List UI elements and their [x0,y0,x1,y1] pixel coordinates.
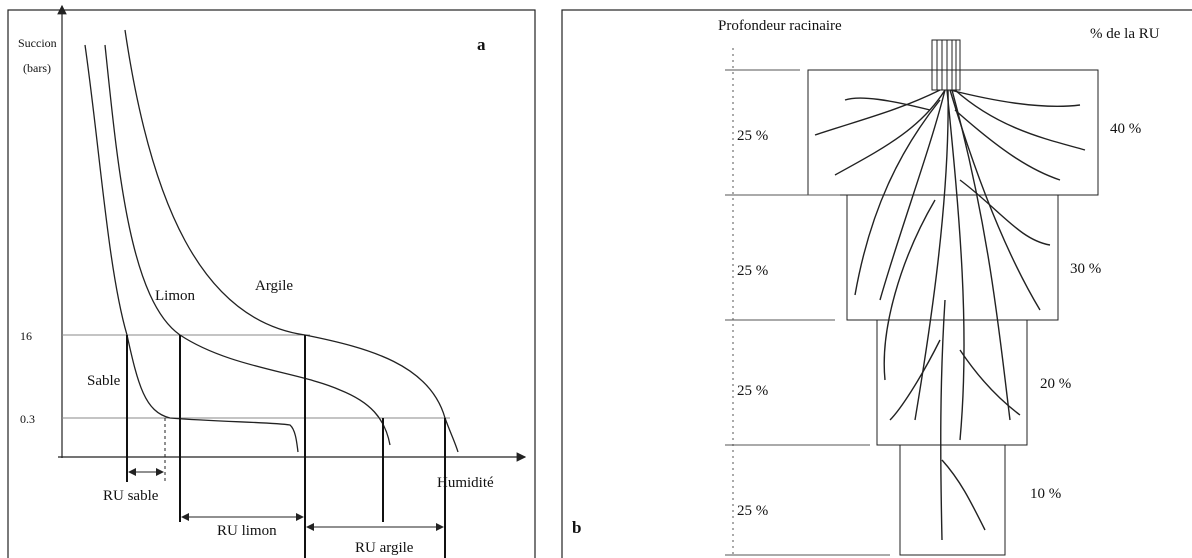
curve [125,30,458,452]
depth-header: Profondeur racinaire [718,18,842,34]
layer-share: 10 % [1030,486,1061,502]
layer-depth: 25 % [737,383,768,399]
panel-label: a [477,35,486,54]
range-label: RU argile [355,540,414,556]
range-label: RU sable [103,488,159,504]
layer-depth: 25 % [737,503,768,519]
stem [937,40,956,90]
share-header: % de la RU [1090,26,1160,42]
layer-box [900,445,1005,555]
x-axis-label: Humidité [437,475,494,491]
curve-label: Limon [155,288,195,304]
layer-share: 20 % [1040,376,1071,392]
figure: Succion (bars) a 16 0.3 Humidité Sable L… [0,0,1192,558]
y-tick-label: 16 [20,329,32,343]
layer-share: 40 % [1110,121,1141,137]
curve [85,45,298,452]
layer-box [877,320,1027,445]
roots [815,90,1085,540]
range-label: RU limon [217,523,277,539]
panel-b: Profondeur racinaire % de la RU b 25 % 2… [562,10,1192,558]
curve [105,45,390,445]
layer-share: 30 % [1070,261,1101,277]
curve-label: Sable [87,373,121,389]
panel-a: Succion (bars) a 16 0.3 Humidité Sable L… [8,6,535,558]
layer-box [847,195,1058,320]
layer-depth: 25 % [737,128,768,144]
curve-label: Argile [255,278,293,294]
y-tick-label: 0.3 [20,412,35,426]
panel-label: b [572,518,581,537]
layer-depth: 25 % [737,263,768,279]
y-axis-label: Succion [18,36,57,50]
y-axis-label: (bars) [23,61,51,75]
layer-box [808,70,1098,195]
